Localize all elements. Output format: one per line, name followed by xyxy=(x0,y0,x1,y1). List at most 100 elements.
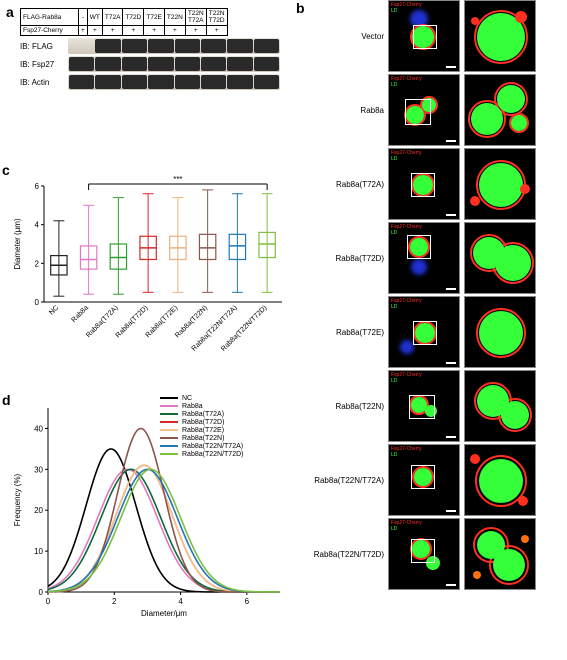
microscopy-row: Rab8a(T72D)Fsp27-CherryLD xyxy=(310,222,560,294)
legend-label: Rab8a xyxy=(182,403,203,410)
microscopy-enlarge xyxy=(464,370,536,442)
legend-label: NC xyxy=(182,395,192,402)
legend-swatch xyxy=(160,445,178,447)
distribution-svg: 0246010203040Diameter/μmFrequency (%) xyxy=(8,400,288,620)
legend-label: Rab8a(T72E) xyxy=(182,427,224,434)
microscopy-image: Fsp27-CherryLD xyxy=(388,0,460,72)
roi-box xyxy=(411,539,435,563)
svg-text:Diameter (μm): Diameter (μm) xyxy=(13,218,22,270)
blot-band xyxy=(95,57,120,71)
microscopy-condition-label: Rab8a(T22N/T72A) xyxy=(310,476,388,485)
microscopy-image: Fsp27-CherryLD xyxy=(388,148,460,220)
microscopy-enlarge xyxy=(464,518,536,590)
microscopy-condition-label: Rab8a(T72E) xyxy=(310,328,388,337)
roi-box xyxy=(407,235,431,259)
blot-band xyxy=(95,75,120,89)
blot-header-cell: WT xyxy=(87,9,102,26)
svg-text:6: 6 xyxy=(245,597,250,606)
svg-text:2: 2 xyxy=(35,259,40,268)
legend-item: Rab8a(T72E) xyxy=(160,427,243,434)
microscopy-row: Rab8a(T72E) Fsp27-CherryLD xyxy=(310,296,560,368)
roi-box xyxy=(411,465,435,489)
microscopy-enlarge xyxy=(464,148,536,220)
blot-row: IB: Actin xyxy=(20,74,280,90)
blot-header-cell: + xyxy=(102,26,123,36)
blot-band xyxy=(227,57,252,71)
microscopy-condition-label: Vector xyxy=(310,32,388,41)
blot-band xyxy=(254,75,279,89)
legend-swatch xyxy=(160,421,178,423)
microscopy-row: VectorFsp27-CherryLD xyxy=(310,0,560,72)
svg-text:***: *** xyxy=(173,175,182,184)
blot-header-cell: + xyxy=(185,26,206,36)
blot-band xyxy=(227,75,252,89)
microscopy-enlarge xyxy=(464,296,536,368)
microscopy-image: Fsp27-CherryLD xyxy=(388,222,460,294)
scale-bar xyxy=(446,510,456,512)
scale-bar xyxy=(446,362,456,364)
legend-item: Rab8a(T72D) xyxy=(160,419,243,426)
blot-header-cell: T22N xyxy=(164,9,185,26)
microscopy-image: Fsp27-CherryLD xyxy=(388,370,460,442)
svg-text:6: 6 xyxy=(35,182,40,191)
blot-header-cell: + xyxy=(206,26,227,36)
microscopy-channel-tag: Fsp27-CherryLD xyxy=(391,76,422,88)
panel-a-label: a xyxy=(6,4,14,20)
microscopy-condition-label: Rab8a(T72D) xyxy=(310,254,388,263)
blot-strip xyxy=(68,56,280,72)
blot-header-table: FLAG-Rab8a-WTT72AT72DT72ET22NT22N T72AT2… xyxy=(20,8,228,36)
microscopy-enlarge xyxy=(464,444,536,516)
microscopy-panel: VectorFsp27-CherryLDRab8aFsp27-CherryLDR… xyxy=(310,0,560,592)
microscopy-enlarge xyxy=(464,0,536,72)
legend-label: Rab8a(T22N/T72A) xyxy=(182,443,243,450)
blot-header-cell: + xyxy=(123,26,144,36)
roi-box xyxy=(413,25,437,49)
svg-text:2: 2 xyxy=(112,597,117,606)
svg-text:10: 10 xyxy=(34,547,43,556)
microscopy-row: Rab8a(T22N)Fsp27-CherryLD xyxy=(310,370,560,442)
blot-band xyxy=(175,75,200,89)
blot-antibody-label: IB: Actin xyxy=(20,78,68,87)
blot-header-cell: T72E xyxy=(144,9,165,26)
blot-header-cell: - xyxy=(79,9,88,26)
legend-label: Rab8a(T22N/T72D) xyxy=(182,451,243,458)
distribution-panel: 0246010203040Diameter/μmFrequency (%) xyxy=(8,400,308,630)
microscopy-row: Rab8a(T22N/T72A) Fsp27-CherryLD xyxy=(310,444,560,516)
blot-row: IB: FLAG xyxy=(20,38,280,54)
microscopy-channel-tag: Fsp27-CherryLD xyxy=(391,298,422,310)
blot-band xyxy=(148,75,173,89)
microscopy-image: Fsp27-CherryLD xyxy=(388,518,460,590)
roi-box xyxy=(411,173,435,197)
legend-swatch xyxy=(160,429,178,431)
svg-text:30: 30 xyxy=(34,465,43,474)
blot-row-label: Fsp27-Cherry xyxy=(21,26,79,36)
svg-text:0: 0 xyxy=(46,597,51,606)
blot-band xyxy=(69,57,94,71)
legend-label: Rab8a(T72D) xyxy=(182,419,224,426)
blot-band xyxy=(95,39,120,53)
legend-item: Rab8a(T72A) xyxy=(160,411,243,418)
legend-item: NC xyxy=(160,395,243,402)
blot-band xyxy=(201,39,226,53)
legend-swatch xyxy=(160,413,178,415)
blot-row-label: FLAG-Rab8a xyxy=(21,9,79,26)
legend-label: Rab8a(T22N) xyxy=(182,435,224,442)
blot-header-cell: + xyxy=(87,26,102,36)
blot-band xyxy=(227,39,252,53)
legend-item: Rab8a(T22N/T72A) xyxy=(160,443,243,450)
legend-item: Rab8a(T22N/T72D) xyxy=(160,451,243,458)
microscopy-channel-tag: Fsp27-CherryLD xyxy=(391,520,422,532)
blot-antibody-label: IB: FLAG xyxy=(20,42,68,51)
blot-strip xyxy=(68,38,280,54)
blot-band xyxy=(201,57,226,71)
blot-header-cell: T22N T72D xyxy=(206,9,227,26)
microscopy-image: Fsp27-CherryLD xyxy=(388,74,460,146)
microscopy-enlarge xyxy=(464,222,536,294)
blot-band xyxy=(69,39,94,53)
scale-bar xyxy=(446,140,456,142)
microscopy-channel-tag: Fsp27-CherryLD xyxy=(391,446,422,458)
blot-header-cell: + xyxy=(79,26,88,36)
legend-item: Rab8a(T22N) xyxy=(160,435,243,442)
blot-band xyxy=(254,39,279,53)
microscopy-image: Fsp27-CherryLD xyxy=(388,444,460,516)
